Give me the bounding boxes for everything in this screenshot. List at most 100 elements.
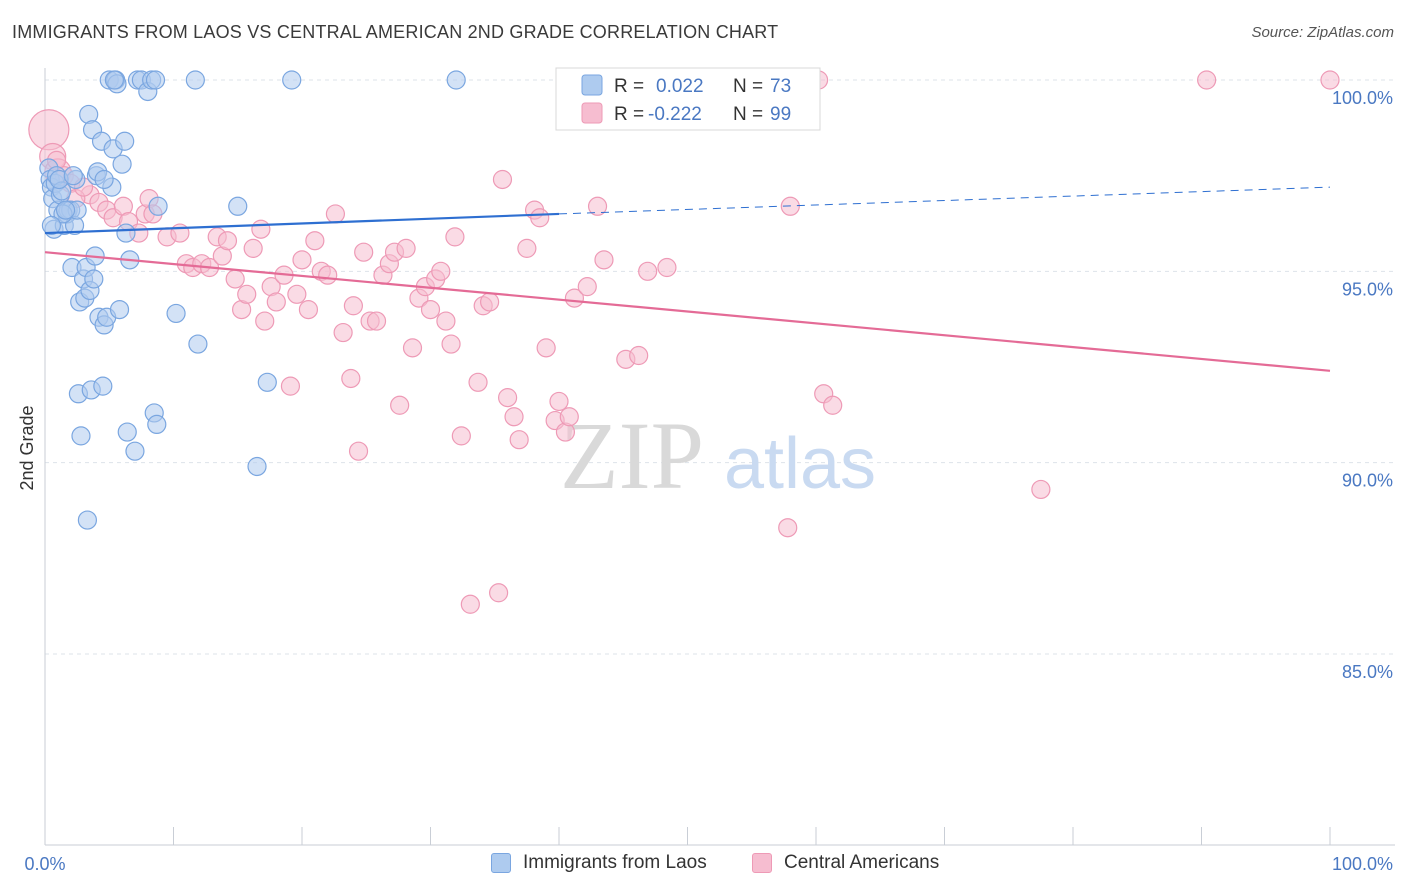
legend-r-value: -0.222 xyxy=(648,104,702,125)
data-point xyxy=(63,166,83,186)
series-central-americans xyxy=(28,70,1340,614)
data-point xyxy=(292,250,312,270)
data-point xyxy=(504,407,524,427)
data-point xyxy=(228,196,248,216)
data-point xyxy=(117,422,137,442)
data-point xyxy=(536,338,556,358)
data-point xyxy=(778,518,798,538)
data-point xyxy=(451,426,471,446)
data-point xyxy=(116,223,136,243)
grid-lines xyxy=(45,79,1395,655)
data-point xyxy=(341,368,361,389)
data-point xyxy=(549,391,569,412)
data-point xyxy=(217,231,238,251)
data-point xyxy=(366,311,387,331)
data-point xyxy=(282,70,302,90)
trend-line xyxy=(44,212,560,235)
data-point xyxy=(166,303,186,324)
data-point xyxy=(115,131,135,151)
data-point xyxy=(594,250,614,270)
watermark: ZIP atlas xyxy=(560,402,876,509)
legend-item-laos: Immigrants from Laos xyxy=(491,852,707,874)
data-point xyxy=(305,231,325,251)
legend-n-label: N = xyxy=(733,104,763,125)
legend-swatch-pink xyxy=(752,853,772,873)
data-point xyxy=(84,269,104,289)
data-point xyxy=(257,372,277,392)
data-point xyxy=(71,426,91,446)
data-point xyxy=(188,334,208,354)
legend-swatch-blue xyxy=(491,853,511,873)
chart-source: Source: ZipAtlas.com xyxy=(1251,24,1394,41)
data-point xyxy=(1320,70,1340,90)
data-point xyxy=(390,395,410,415)
data-point xyxy=(446,70,466,90)
data-point xyxy=(237,284,257,304)
data-point xyxy=(509,430,529,450)
data-point xyxy=(185,70,205,90)
data-point xyxy=(629,345,649,366)
data-point xyxy=(251,219,271,239)
data-point xyxy=(638,261,658,281)
data-point xyxy=(255,311,275,331)
data-point xyxy=(489,583,509,603)
watermark-zip: ZIP xyxy=(560,402,704,509)
data-point xyxy=(348,441,369,461)
legend-r-label: R = xyxy=(614,76,644,97)
data-point xyxy=(104,70,124,90)
data-point xyxy=(247,456,267,477)
y-tick-label: 85.0% xyxy=(1342,662,1393,682)
data-point xyxy=(1197,70,1217,90)
data-point xyxy=(559,407,579,427)
data-point xyxy=(577,277,597,297)
x-tick-label: 100.0% xyxy=(1332,854,1393,874)
data-point xyxy=(823,395,843,415)
data-point xyxy=(280,376,301,396)
legend-swatch-pink xyxy=(581,102,603,124)
y-tick-label: 95.0% xyxy=(1342,279,1393,299)
legend-item-central-americans: Central Americans xyxy=(752,852,939,874)
legend-r-label: R = xyxy=(614,104,644,125)
data-point xyxy=(225,269,245,289)
trend-line xyxy=(44,251,1331,372)
axes xyxy=(44,68,1395,846)
legend-n-value: 73 xyxy=(770,76,791,97)
data-point xyxy=(402,338,423,358)
trend-line-extension xyxy=(558,186,1331,215)
data-point xyxy=(298,300,319,320)
data-point xyxy=(318,265,338,285)
data-point xyxy=(441,334,461,354)
data-point xyxy=(396,238,416,258)
data-point xyxy=(468,372,488,392)
series-immigrants-from-laos xyxy=(39,70,466,530)
bottom-legend: Immigrants from Laos Central Americans xyxy=(0,852,1406,878)
data-point xyxy=(498,388,518,408)
data-point xyxy=(445,227,465,247)
data-point xyxy=(436,311,456,331)
data-point xyxy=(354,242,374,262)
watermark-atlas: atlas xyxy=(724,424,876,504)
data-point xyxy=(41,215,62,236)
data-point xyxy=(287,284,307,304)
data-point xyxy=(460,594,480,614)
legend-swatch-blue xyxy=(581,74,603,96)
data-point xyxy=(564,288,585,308)
trend-lines xyxy=(44,186,1331,372)
data-point xyxy=(77,510,98,530)
data-point xyxy=(530,208,550,228)
data-point xyxy=(343,296,363,316)
data-point xyxy=(266,292,286,312)
data-point xyxy=(148,196,168,216)
legend-n-label: N = xyxy=(733,76,763,97)
legend-n-value: 99 xyxy=(770,104,791,125)
legend: R = 0.022 N = 73 R = -0.222 N = 99 xyxy=(555,67,821,131)
data-point xyxy=(112,154,132,174)
data-point xyxy=(243,238,263,258)
y-tick-label: 100.0% xyxy=(1332,88,1393,108)
data-point xyxy=(145,70,166,90)
data-point xyxy=(431,261,451,281)
data-point xyxy=(125,441,145,461)
data-point xyxy=(492,169,513,190)
legend-label: Immigrants from Laos xyxy=(523,852,707,873)
data-point xyxy=(420,300,441,320)
